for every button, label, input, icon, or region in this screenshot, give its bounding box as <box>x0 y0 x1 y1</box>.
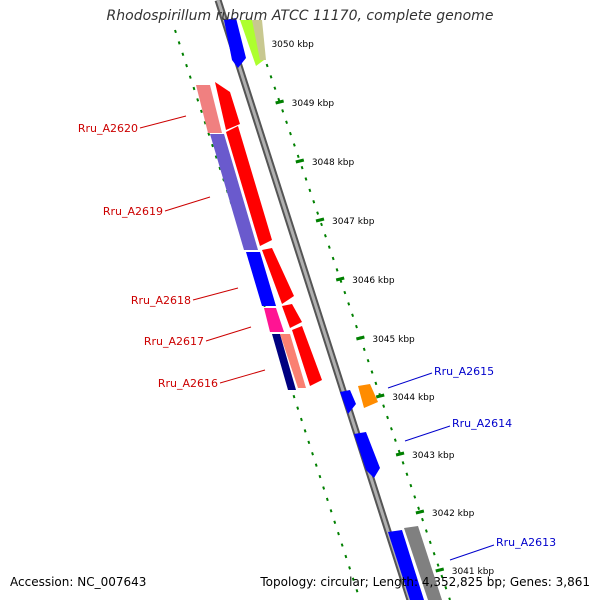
tick-mark <box>275 99 284 105</box>
gene-feature-top-blue[interactable] <box>224 18 246 68</box>
gene-label-rru-a2613[interactable]: Rru_A2613 <box>496 536 556 549</box>
gene-feature-a2617-red[interactable] <box>282 304 302 328</box>
gene-feature-top-olive[interactable] <box>252 20 266 60</box>
gene-label-rru-a2615[interactable]: Rru_A2615 <box>434 365 494 378</box>
gene-features <box>196 18 442 600</box>
tick-mark <box>335 276 345 282</box>
tick-mark <box>415 509 425 515</box>
gene-label-rru-a2614[interactable]: Rru_A2614 <box>452 417 512 430</box>
gene-feature-a2620-light[interactable] <box>196 85 222 133</box>
genome-backbone <box>214 0 414 600</box>
topology-summary: Topology: circular; Length: 4,352,825 bp… <box>260 575 590 589</box>
gene-feature-a2613-gray[interactable] <box>404 526 442 600</box>
tick-label: 3048 kbp <box>312 158 355 168</box>
gene-label-rru-a2620[interactable]: Rru_A2620 <box>78 122 138 135</box>
tick-mark <box>356 335 365 341</box>
gene-label-rru-a2619[interactable]: Rru_A2619 <box>103 205 163 218</box>
tick-label: 3046 kbp <box>352 276 395 286</box>
gene-feature-a2618-red[interactable] <box>262 248 294 304</box>
gene-feature-a2616-navy[interactable] <box>272 334 296 390</box>
tick-mark <box>395 451 405 457</box>
gene-feature-a2620-red[interactable] <box>215 82 240 130</box>
tick-label: 3049 kbp <box>292 99 335 109</box>
gene-feature-a2614-blue[interactable] <box>354 432 380 478</box>
gene-feature-a2616-red[interactable] <box>292 326 322 386</box>
map-title: Rhodospirillum rubrum ATCC 11170, comple… <box>106 8 494 24</box>
tick-label: 3045 kbp <box>372 335 415 345</box>
gene-feature-a2615-blue[interactable] <box>340 390 356 414</box>
tick-mark <box>295 158 305 164</box>
tick-mark <box>375 393 385 399</box>
tick-mark <box>315 217 325 223</box>
gene-feature-a2617-magenta[interactable] <box>264 308 284 332</box>
gene-feature-top-yellowgreen[interactable] <box>240 20 264 66</box>
tick-mark <box>435 567 445 573</box>
outer-guide-right <box>254 29 451 600</box>
tick-label: 3041 kbp <box>452 567 495 577</box>
gene-leader-lines <box>139 115 495 561</box>
tick-label: 3043 kbp <box>412 451 455 461</box>
gene-feature-a2616-salmon[interactable] <box>280 334 306 388</box>
gene-label-rru-a2616[interactable]: Rru_A2616 <box>158 377 218 390</box>
gene-feature-a2613-blue[interactable] <box>388 530 424 600</box>
gene-feature-a2619-slate[interactable] <box>210 134 258 250</box>
gene-feature-a2619-red[interactable] <box>226 126 272 246</box>
tick-label: 3047 kbp <box>332 217 375 227</box>
tick-labels: 3050 kbp 3049 kbp 3048 kbp 3047 kbp 3046 kbp… <box>271 40 494 577</box>
gene-feature-a2618-blue[interactable] <box>246 252 276 306</box>
gene-feature-a2615-orange[interactable] <box>358 384 378 408</box>
accession-label: Accession: NC_007643 <box>10 575 147 589</box>
gene-label-rru-a2617[interactable]: Rru_A2617 <box>144 335 204 348</box>
tick-label: 3044 kbp <box>392 393 435 403</box>
tick-label: 3042 kbp <box>432 509 475 519</box>
tick-label: 3050 kbp <box>271 40 314 50</box>
gene-label-rru-a2618[interactable]: Rru_A2618 <box>131 294 191 307</box>
